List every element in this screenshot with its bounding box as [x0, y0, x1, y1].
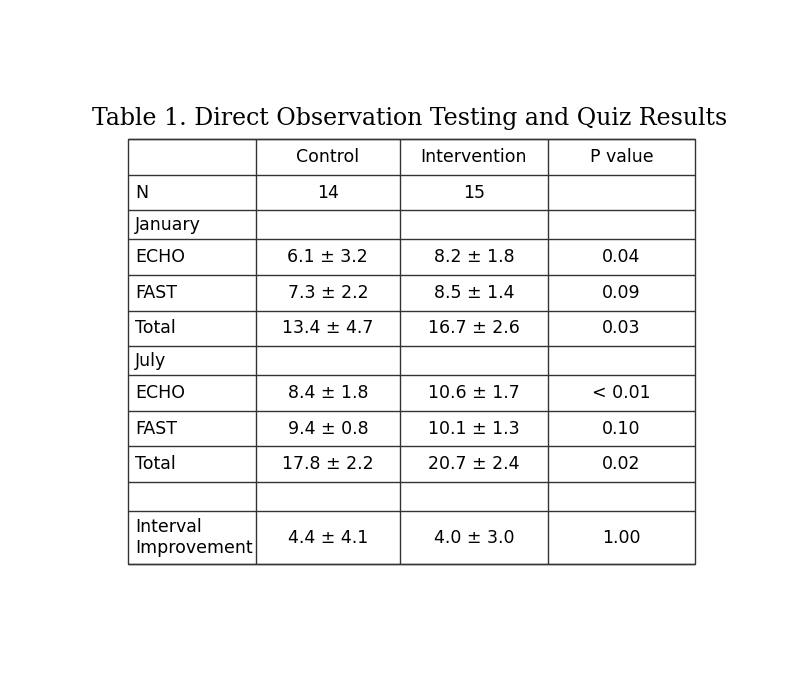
Text: 1.00: 1.00	[602, 529, 641, 547]
Text: P value: P value	[590, 148, 654, 166]
Text: 8.2 ± 1.8: 8.2 ± 1.8	[434, 248, 514, 266]
Text: 17.8 ± 2.2: 17.8 ± 2.2	[282, 455, 374, 473]
Text: 9.4 ± 0.8: 9.4 ± 0.8	[287, 419, 368, 437]
Text: 0.10: 0.10	[602, 419, 641, 437]
Text: 0.04: 0.04	[602, 248, 641, 266]
Bar	[128, 139, 695, 564]
Text: 4.4 ± 4.1: 4.4 ± 4.1	[288, 529, 368, 547]
Text: 8.5 ± 1.4: 8.5 ± 1.4	[434, 284, 514, 302]
Text: July: July	[135, 352, 166, 370]
Text: Total: Total	[135, 455, 176, 473]
Text: 0.02: 0.02	[602, 455, 641, 473]
Text: Intervention: Intervention	[421, 148, 527, 166]
Text: 20.7 ± 2.4: 20.7 ± 2.4	[428, 455, 520, 473]
Text: Control: Control	[296, 148, 359, 166]
Text: 4.0 ± 3.0: 4.0 ± 3.0	[434, 529, 514, 547]
Text: 16.7 ± 2.6: 16.7 ± 2.6	[428, 320, 520, 338]
Text: Table 1. Direct Observation Testing and Quiz Results: Table 1. Direct Observation Testing and …	[92, 107, 728, 130]
Text: 0.09: 0.09	[602, 284, 641, 302]
Text: 13.4 ± 4.7: 13.4 ± 4.7	[282, 320, 374, 338]
Text: FAST: FAST	[135, 284, 178, 302]
Text: ECHO: ECHO	[135, 248, 186, 266]
Text: 15: 15	[463, 183, 485, 201]
Text: Total: Total	[135, 320, 176, 338]
Text: 10.1 ± 1.3: 10.1 ± 1.3	[428, 419, 520, 437]
Text: 6.1 ± 3.2: 6.1 ± 3.2	[287, 248, 368, 266]
Text: Interval
Improvement: Interval Improvement	[135, 518, 253, 557]
Text: 14: 14	[317, 183, 339, 201]
Text: N: N	[135, 183, 149, 201]
Text: 0.03: 0.03	[602, 320, 641, 338]
Text: 7.3 ± 2.2: 7.3 ± 2.2	[287, 284, 368, 302]
Text: 10.6 ± 1.7: 10.6 ± 1.7	[428, 384, 520, 402]
Text: < 0.01: < 0.01	[592, 384, 650, 402]
Text: 8.4 ± 1.8: 8.4 ± 1.8	[288, 384, 368, 402]
Text: January: January	[135, 216, 202, 234]
Text: FAST: FAST	[135, 419, 178, 437]
Text: ECHO: ECHO	[135, 384, 186, 402]
